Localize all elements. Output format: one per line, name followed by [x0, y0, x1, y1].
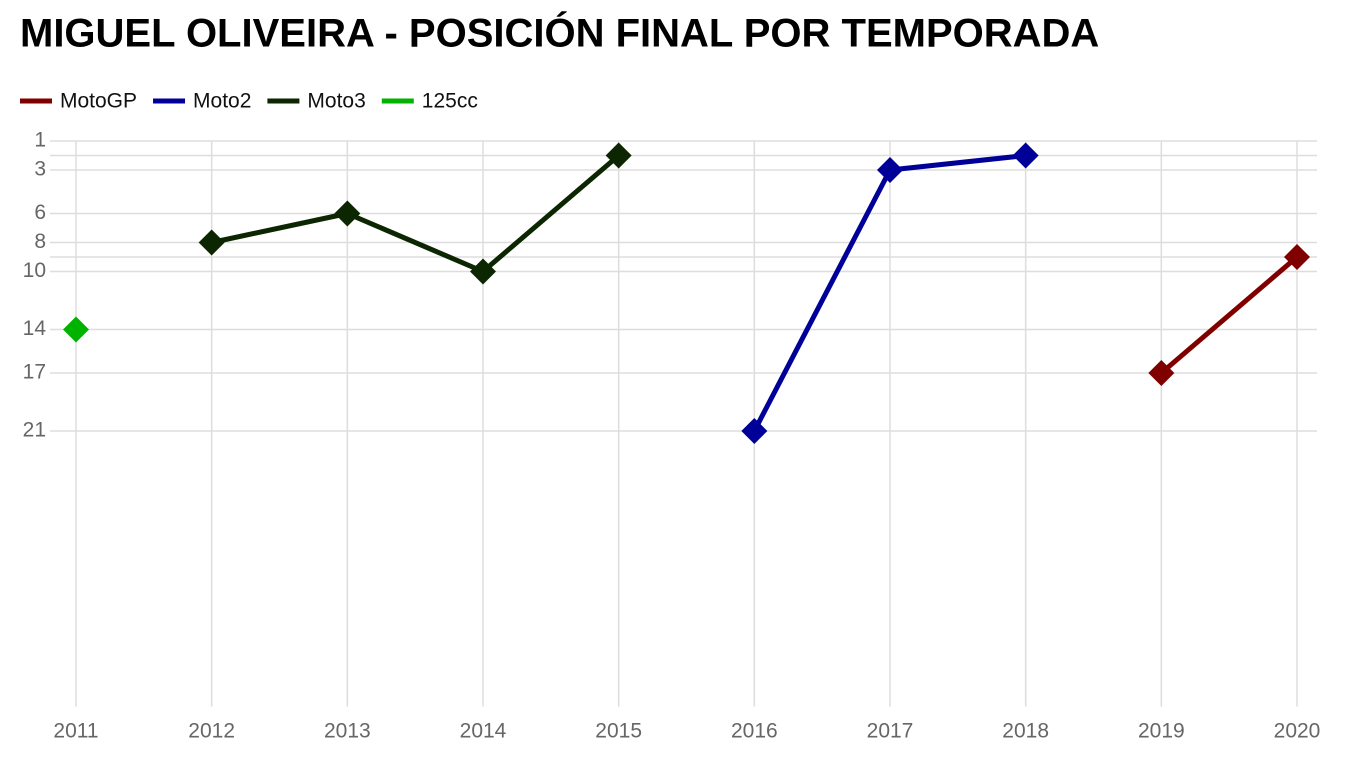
y-tick-label: 1 [34, 129, 46, 152]
point-marker [1148, 360, 1175, 386]
x-tick-label: 2015 [595, 720, 642, 743]
x-tick-label: 2019 [1138, 720, 1185, 743]
legend-item: Moto3 [267, 90, 366, 113]
point-marker [1284, 244, 1310, 270]
x-tick-label: 2016 [731, 720, 778, 743]
y-tick-label: 3 [34, 158, 46, 181]
point-marker [741, 418, 768, 444]
legend-item: MotoGP [20, 90, 137, 113]
point-marker [877, 157, 903, 183]
point-marker [63, 316, 89, 343]
y-tick-label: 17 [23, 361, 46, 384]
y-tick-label: 10 [23, 259, 46, 282]
legend-item: 125cc [381, 90, 478, 113]
x-tick-label: 2011 [53, 720, 98, 743]
series-line [1159, 255, 1299, 375]
x-tick-label: 2017 [867, 720, 914, 743]
x-tick-label: 2014 [460, 720, 507, 743]
point-marker [198, 229, 225, 256]
x-tick-label: 2018 [1002, 720, 1049, 743]
legend-label: MotoGP [60, 90, 137, 113]
y-tick-label: 6 [34, 201, 46, 224]
point-marker [1012, 142, 1039, 169]
point-marker [334, 200, 361, 227]
x-tick-label: 2020 [1274, 720, 1321, 743]
chart-title: MIGUEL OLIVEIRA - POSICIÓN FINAL POR TEM… [20, 10, 1099, 56]
series-line [211, 153, 621, 274]
point-marker [470, 258, 496, 285]
x-tick-label: 2012 [188, 720, 235, 743]
x-tick-label: 2013 [324, 720, 371, 743]
legend-label: Moto3 [307, 90, 365, 113]
y-tick-label: 14 [23, 317, 47, 340]
y-tick-label: 8 [34, 230, 46, 253]
legend-item: Moto2 [153, 90, 251, 113]
y-tick-label: 21 [23, 419, 46, 442]
legend-label: 125cc [422, 90, 478, 113]
legend-label: Moto2 [193, 90, 251, 113]
point-marker [605, 142, 632, 169]
